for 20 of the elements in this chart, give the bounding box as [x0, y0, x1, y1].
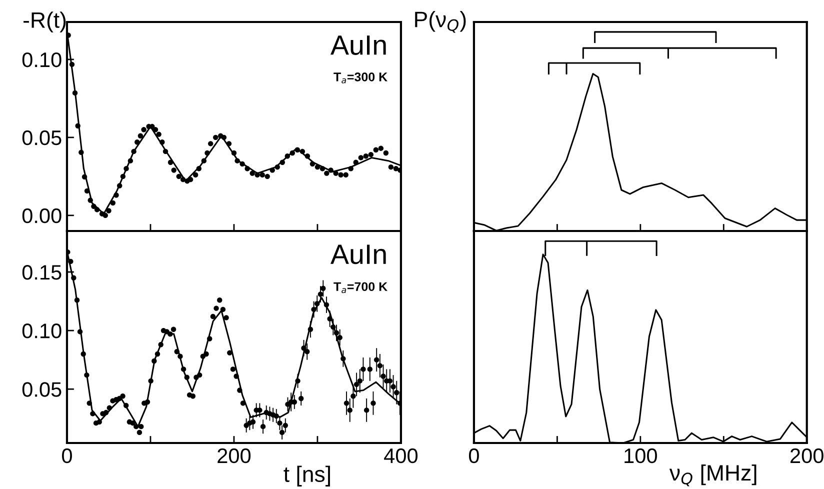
x-tick-label: 200: [790, 448, 824, 464]
x-tick-label: 0: [62, 448, 72, 464]
annotation: AuIn: [330, 36, 386, 55]
y-axis-title: P(ν$_{Q}$): [415, 11, 466, 33]
y-tick-label: 0.10: [22, 52, 62, 68]
annotation: T$_{a}$=700 K: [334, 282, 388, 294]
annotation: AuIn: [330, 244, 386, 264]
x-axis-title: ν$_{Q}$ [MHz]: [669, 464, 756, 486]
annotation: T$_{a}$=300 K: [334, 72, 388, 84]
y-tick-label: 0.10: [22, 324, 62, 338]
x-tick-label: 100: [624, 448, 657, 464]
y-axis-title: -R(t): [24, 12, 66, 32]
x-tick-label: 200: [218, 448, 251, 464]
x-tick-label: 0: [468, 448, 479, 464]
x-tick-label: 400: [384, 448, 418, 464]
y-tick-label: 0.15: [22, 264, 62, 280]
y-tick-label: 0.05: [22, 130, 62, 146]
y-tick-label: 0.00: [22, 208, 62, 224]
x-axis-title: t [ns]: [284, 466, 330, 486]
y-tick-label: 0.05: [22, 382, 62, 397]
